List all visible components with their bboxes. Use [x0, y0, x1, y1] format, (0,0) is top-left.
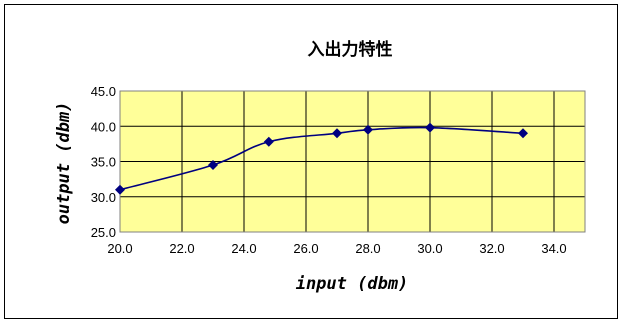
data-point-marker [425, 122, 435, 133]
data-point-marker [518, 128, 528, 139]
x-tick-label: 20.0 [107, 241, 132, 256]
y-tick-label: 25.0 [91, 225, 116, 240]
x-tick-label: 28.0 [355, 241, 380, 256]
y-tick-label: 40.0 [91, 119, 116, 134]
data-point-marker [263, 136, 274, 147]
x-tick-label: 34.0 [541, 241, 566, 256]
plot-border [119, 90, 586, 233]
data-point-marker [115, 184, 125, 195]
x-tick-label: 30.0 [417, 241, 442, 256]
series-markers [115, 122, 528, 195]
data-point-marker [332, 128, 342, 139]
y-tick-label: 30.0 [91, 190, 116, 205]
y-tick-label: 35.0 [91, 155, 116, 170]
x-axis-label: input (dbm) [296, 274, 409, 294]
data-point-marker [208, 160, 218, 171]
x-tick-label: 22.0 [169, 241, 194, 256]
x-tick-labels: 20.0 22.0 24.0 26.0 28.0 30.0 32.0 34.0 [107, 241, 566, 256]
y-axis-label: output (dbm) [54, 102, 74, 225]
y-tick-label: 45.0 [91, 84, 116, 99]
x-tick-label: 26.0 [293, 241, 318, 256]
x-tick-label: 24.0 [231, 241, 256, 256]
x-tick-label: 32.0 [479, 241, 504, 256]
chart-title: 入出力特性 [308, 39, 393, 60]
y-tick-labels: 25.0 30.0 35.0 40.0 45.0 [91, 84, 116, 240]
data-point-marker [363, 124, 373, 135]
